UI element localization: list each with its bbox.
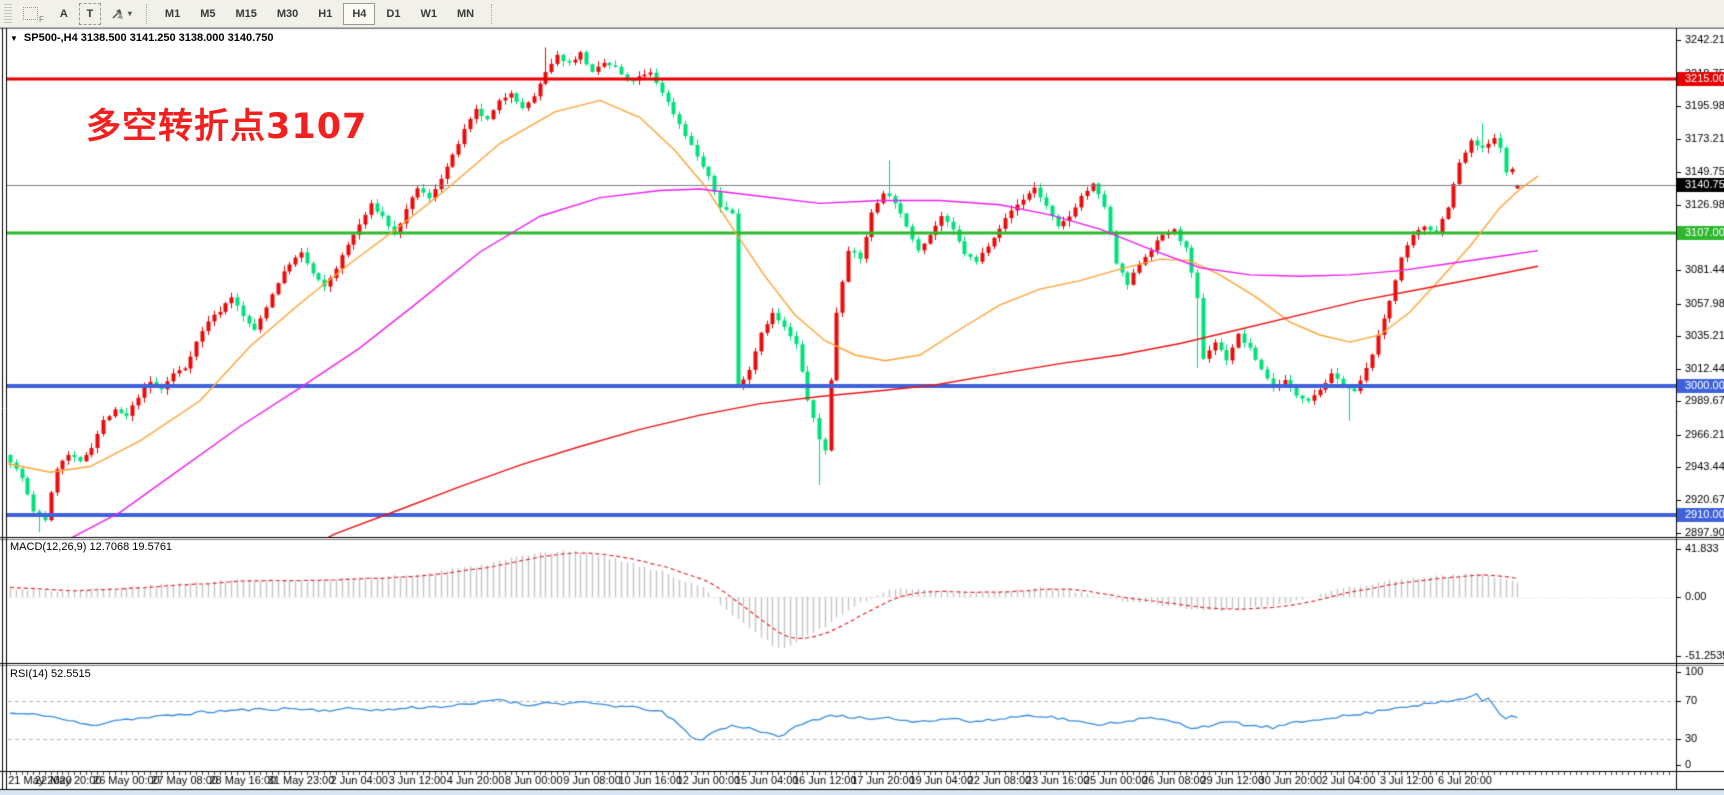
toolbar-drag-handle[interactable] [4, 3, 12, 24]
toolbar: F A T ▾ M1 M5 M15 M30 H1 H4 D1 W1 MN [0, 0, 1724, 28]
timeframe-m15[interactable]: M15 [226, 3, 265, 25]
timeframe-m1[interactable]: M1 [156, 3, 189, 25]
toolbar-separator [491, 3, 493, 24]
annotation-text-button[interactable]: A [53, 3, 75, 25]
dotted-grid-icon [23, 7, 38, 20]
timeframe-mn[interactable]: MN [448, 3, 483, 25]
arrows-tool-button[interactable]: ▾ [105, 3, 137, 25]
timeframe-h4[interactable]: H4 [343, 2, 376, 25]
arrows-icon [112, 8, 123, 19]
text-tool-button[interactable]: T [78, 2, 101, 25]
dropdown-caret-icon: ▾ [127, 9, 132, 18]
timeframe-d1[interactable]: D1 [377, 3, 409, 25]
grid-f-button[interactable]: F [18, 3, 49, 25]
chart-ohlc-title: ▼ SP500-,H4 3138.500 3141.250 3138.000 3… [10, 32, 273, 44]
rsi-indicator-label: RSI(14) 52.5515 [10, 668, 91, 680]
chart-title-text: SP500-,H4 3138.500 3141.250 3138.000 314… [23, 32, 274, 44]
grid-icon-label: F [39, 14, 44, 24]
macd-indicator-label: MACD(12,26,9) 12.7068 19.5761 [10, 541, 173, 553]
timeframe-w1[interactable]: W1 [411, 3, 446, 25]
timeframe-m30[interactable]: M30 [268, 3, 307, 25]
collapse-triangle-icon[interactable]: ▼ [10, 33, 18, 43]
toolbar-separator [145, 3, 148, 24]
chart-annotation-text: 多空转折点3107 [86, 107, 368, 147]
timeframe-m5[interactable]: M5 [191, 3, 224, 25]
timeframe-h1[interactable]: H1 [309, 3, 341, 25]
